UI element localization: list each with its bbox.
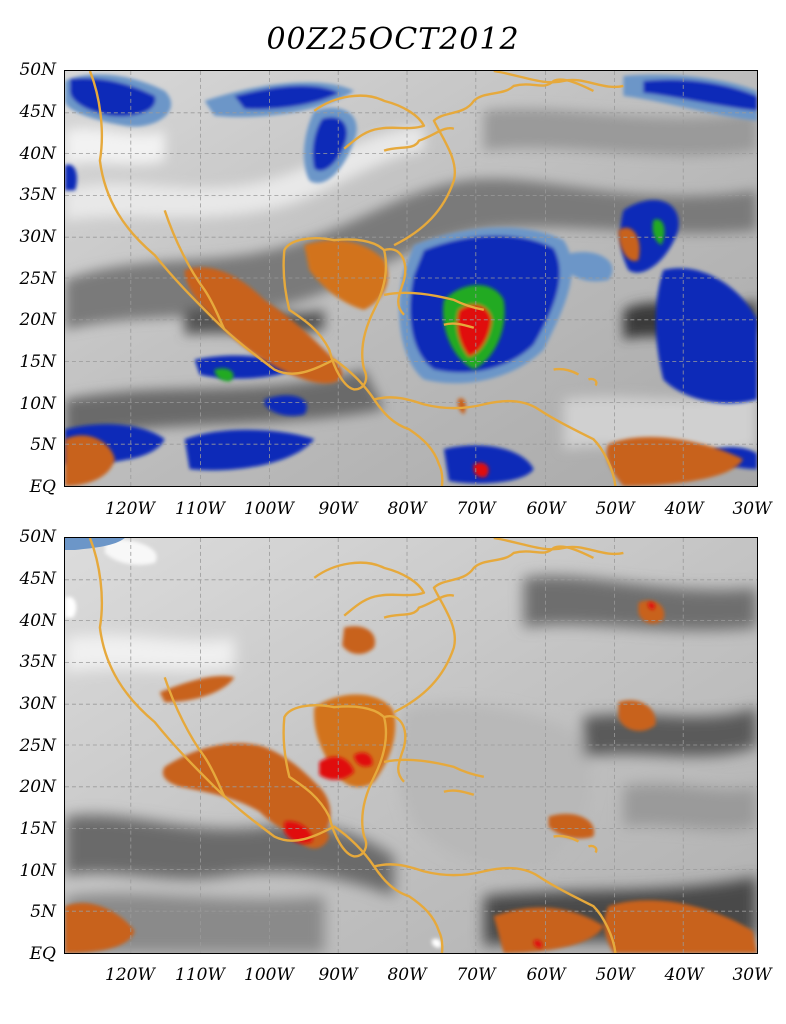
coastlines: [88, 538, 624, 953]
y-tick-label: 30N: [19, 694, 56, 714]
y-tick-label: 15N: [19, 352, 56, 372]
x-tick-label: 50W: [595, 965, 635, 985]
y-tick-label: 10N: [19, 394, 56, 414]
x-tick-label: 60W: [526, 499, 566, 519]
bottom-map-canvas: [65, 538, 757, 953]
bottom-panel: [64, 537, 758, 954]
x-tick-label: 120W: [105, 965, 155, 985]
x-tick-label: 70W: [456, 499, 496, 519]
y-tick-label: 35N: [19, 185, 56, 205]
y-tick-label: 45N: [19, 569, 56, 589]
x-tick-label: 100W: [244, 499, 294, 519]
y-tick-label: 50N: [19, 60, 56, 80]
coastlines: [88, 71, 624, 486]
x-tick-label: 90W: [318, 965, 358, 985]
y-tick-label: 25N: [19, 269, 56, 289]
x-tick-label: 80W: [387, 965, 427, 985]
y-tick-label: 50N: [19, 527, 56, 547]
x-tick-label: 80W: [387, 499, 427, 519]
y-tick-label: 5N: [30, 435, 56, 455]
top-map-canvas: [65, 71, 757, 486]
white-regions: [65, 538, 442, 949]
y-tick-label: 5N: [30, 902, 56, 922]
x-tick-label: 30W: [732, 499, 772, 519]
x-tick-label: 40W: [664, 965, 704, 985]
y-tick-label: 45N: [19, 102, 56, 122]
dry-orange-regions: [65, 227, 744, 486]
y-tick-label: EQ: [29, 944, 56, 964]
x-tick-label: 60W: [526, 965, 566, 985]
y-tick-label: 25N: [19, 736, 56, 756]
y-tick-label: 35N: [19, 652, 56, 672]
y-tick-label: 20N: [19, 777, 56, 797]
x-tick-label: 90W: [318, 499, 358, 519]
gridlines: [65, 71, 757, 486]
x-tick-label: 40W: [664, 499, 704, 519]
y-tick-label: 20N: [19, 310, 56, 330]
y-tick-label: EQ: [29, 477, 56, 497]
gridlines: [65, 538, 757, 953]
x-tick-label: 110W: [175, 965, 225, 985]
y-tick-label: 15N: [19, 819, 56, 839]
x-tick-label: 100W: [244, 965, 294, 985]
top-panel: [64, 70, 758, 487]
map-title: 00Z25OCT2012: [266, 22, 520, 57]
y-tick-label: 30N: [19, 227, 56, 247]
y-tick-label: 40N: [19, 144, 56, 164]
x-tick-label: 50W: [595, 499, 635, 519]
y-tick-label: 40N: [19, 611, 56, 631]
x-tick-label: 120W: [105, 499, 155, 519]
precip-blue-regions: [65, 538, 125, 550]
y-tick-label: 10N: [19, 861, 56, 881]
x-tick-label: 70W: [456, 965, 496, 985]
x-tick-label: 110W: [175, 499, 225, 519]
x-tick-label: 30W: [732, 965, 772, 985]
